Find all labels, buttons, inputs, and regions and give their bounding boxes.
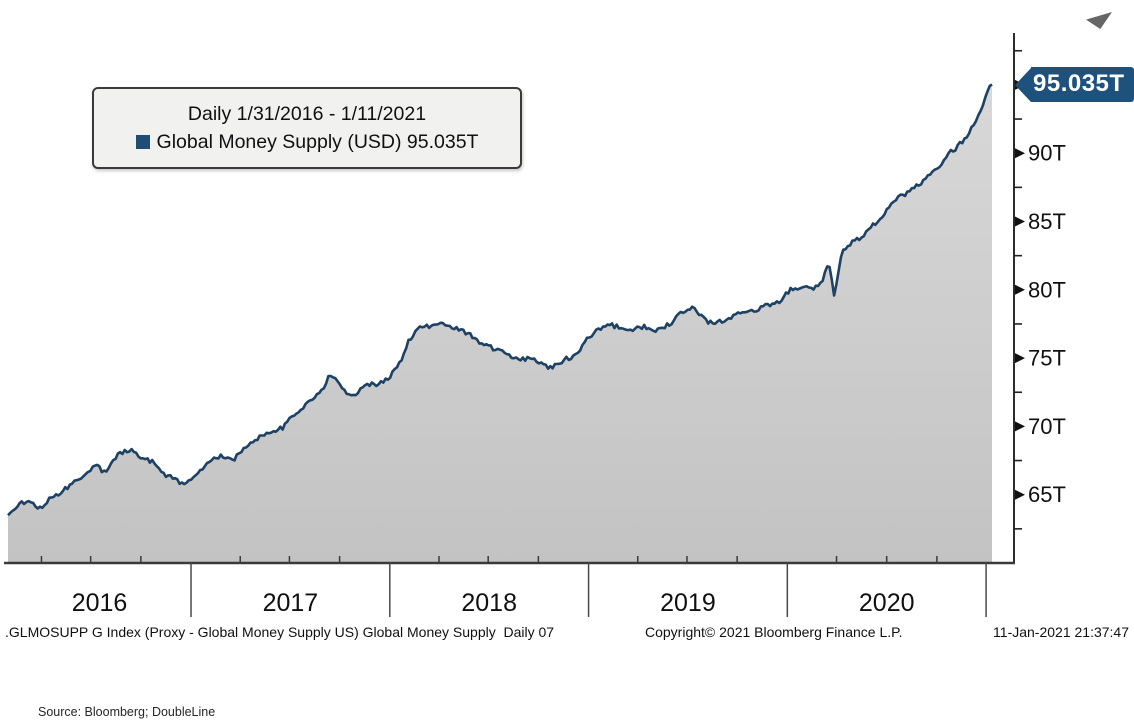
y-tick-arrow — [1015, 353, 1025, 364]
series-line — [7, 83, 993, 517]
legend-series-row: Global Money Supply (USD) 95.035T — [94, 128, 520, 156]
y-tick-label: 80T — [1028, 277, 1066, 302]
source-note: Source: Bloomberg; DoubleLine — [38, 705, 216, 719]
y-tick-arrow — [1015, 216, 1025, 227]
tag-arrow-icon — [1015, 67, 1031, 102]
last-value-tag: 95.035T — [1015, 67, 1134, 102]
y-tick-label: 70T — [1028, 414, 1066, 439]
y-tick-arrow — [1015, 489, 1025, 500]
x-year-label: 2018 — [461, 589, 517, 617]
y-tick-arrow — [1015, 421, 1025, 432]
y-tick-label: 85T — [1028, 209, 1066, 234]
y-tick-arrow — [1015, 284, 1025, 295]
y-tick-label: 65T — [1028, 482, 1066, 507]
y-tick-label: 75T — [1028, 346, 1066, 371]
timestamp-text: 11-Jan-2021 21:37:47 — [993, 624, 1129, 640]
legend-swatch-icon — [135, 135, 150, 149]
area-fill — [8, 84, 992, 564]
legend-series-label: Global Money Supply (USD) 95.035T — [156, 131, 479, 153]
last-value-text: 95.035T — [1031, 67, 1134, 102]
legend-period: Daily 1/31/2016 - 1/11/2021 — [187, 103, 427, 125]
x-year-label: 2016 — [72, 589, 128, 617]
y-tick-label: 90T — [1028, 141, 1066, 166]
copyright-text: Copyright© 2021 Bloomberg Finance L.P. — [645, 624, 903, 640]
legend-box: Daily 1/31/2016 - 1/11/2021 Global Money… — [92, 87, 522, 169]
footnotes: Source: Bloomberg; DoubleLine M2 = Inclu… — [38, 656, 858, 724]
ticker-description: .GLMOSUPP G Index (Proxy - Global Money … — [5, 624, 555, 640]
x-year-label: 2020 — [859, 589, 915, 617]
x-year-label: 2019 — [660, 589, 716, 617]
x-year-label: 2017 — [263, 589, 319, 617]
y-tick-arrow — [1015, 148, 1025, 159]
